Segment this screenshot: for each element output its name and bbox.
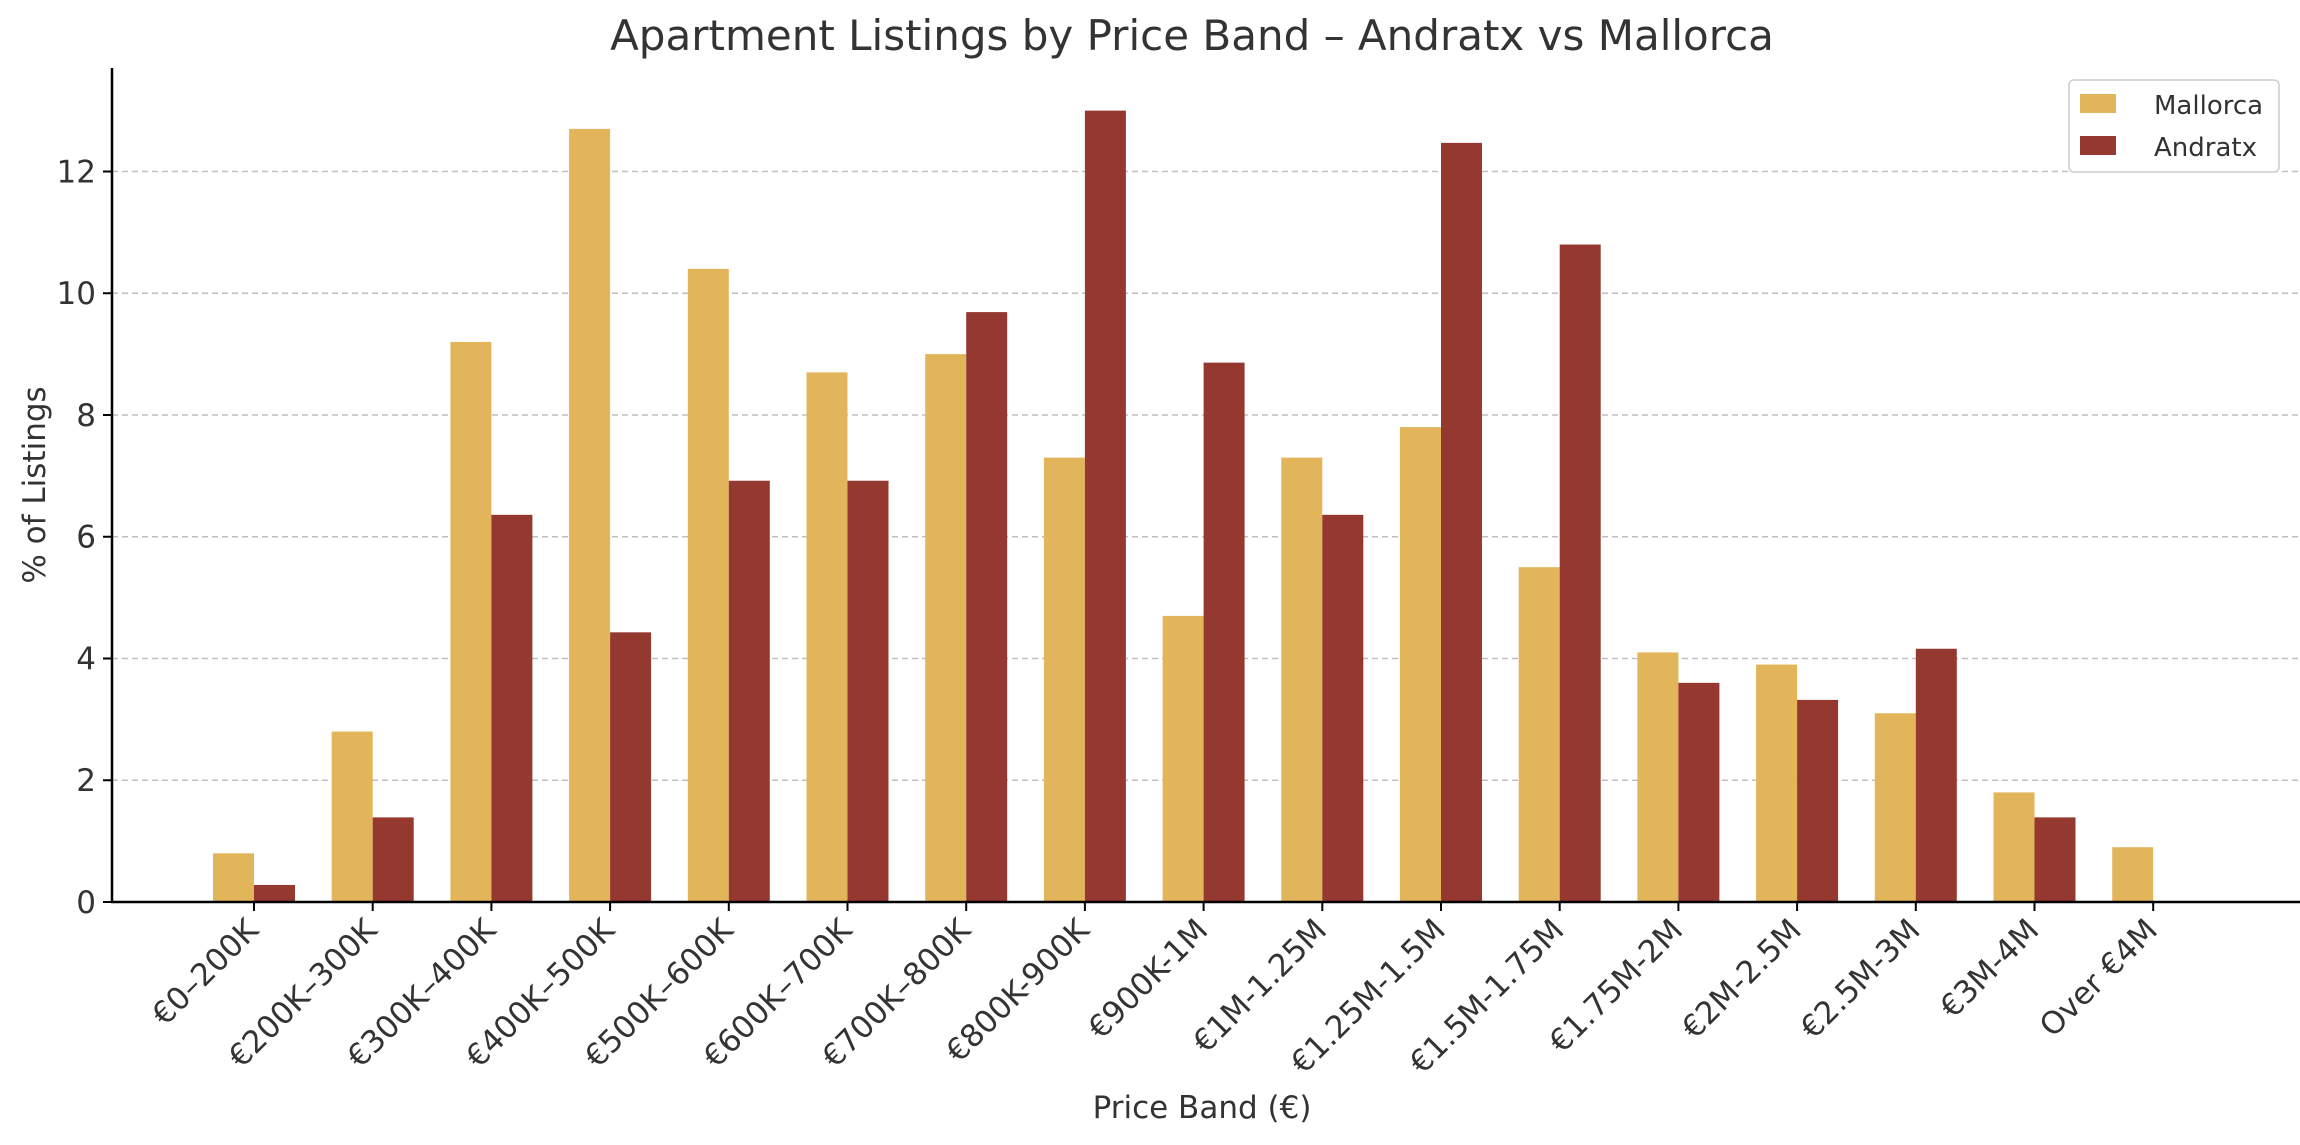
bar-andratx-14 xyxy=(1915,648,1957,902)
bars xyxy=(213,110,2154,903)
bar-mallorca-5 xyxy=(806,372,848,903)
bar-mallorca-13 xyxy=(1756,664,1798,902)
bar-andratx-0 xyxy=(254,884,295,902)
y-tick-label: 4 xyxy=(76,641,96,677)
bar-mallorca-12 xyxy=(1637,652,1679,902)
bar-andratx-15 xyxy=(2034,817,2076,902)
y-axis-label: % of Listings xyxy=(17,386,53,583)
bar-mallorca-14 xyxy=(1874,713,1916,902)
bar-andratx-10 xyxy=(1441,142,1482,902)
x-tick-label: €0–200K xyxy=(145,912,266,1033)
legend-label-andratx: Andratx xyxy=(2154,133,2257,163)
y-axis-ticks: 0 2 4 6 8 10 12 xyxy=(57,154,112,921)
bar-andratx-3 xyxy=(610,632,652,902)
legend-frame xyxy=(2068,79,2280,173)
bar-mallorca-6 xyxy=(925,354,967,902)
bar-andratx-2 xyxy=(491,514,533,902)
bar-mallorca-11 xyxy=(1518,567,1560,902)
bar-mallorca-15 xyxy=(1993,792,2035,902)
bar-mallorca-16 xyxy=(2112,847,2154,902)
bar-andratx-8 xyxy=(1203,362,1245,902)
x-axis-label: Price Band (€) xyxy=(1093,1090,1312,1126)
bar-andratx-5 xyxy=(847,480,889,902)
y-tick-label: 6 xyxy=(76,520,96,556)
bar-andratx-6 xyxy=(966,312,1008,902)
x-tick-label: €2M-2.5M xyxy=(1675,912,1809,1046)
bar-andratx-1 xyxy=(372,817,414,902)
legend: Mallorca Andratx xyxy=(2068,79,2280,173)
chart-title: Apartment Listings by Price Band – Andra… xyxy=(610,11,1774,60)
y-tick-label: 2 xyxy=(76,763,96,799)
bar-mallorca-8 xyxy=(1162,615,1204,902)
bar-mallorca-2 xyxy=(450,341,492,902)
y-tick-label: 12 xyxy=(57,154,96,190)
bar-andratx-4 xyxy=(728,480,770,902)
bar-andratx-12 xyxy=(1678,682,1720,902)
bar-mallorca-3 xyxy=(569,128,611,902)
bar-andratx-13 xyxy=(1797,699,1839,902)
y-tick-label: 10 xyxy=(57,276,96,312)
bar-mallorca-1 xyxy=(331,731,373,902)
bar-andratx-9 xyxy=(1322,514,1364,902)
legend-label-mallorca: Mallorca xyxy=(2154,91,2263,121)
x-tick-label: €2.5M-3M xyxy=(1794,912,1928,1046)
bar-mallorca-9 xyxy=(1281,457,1323,902)
x-axis-ticks: €0–200K€200K–300K€300K–400K€400K–500K€50… xyxy=(145,902,2165,1081)
x-tick-label: €3M-4M xyxy=(1933,912,2046,1025)
legend-swatch-mallorca xyxy=(2080,94,2116,113)
bar-mallorca-7 xyxy=(1043,457,1085,902)
legend-swatch-andratx xyxy=(2080,136,2116,155)
x-tick-label: Over €4M xyxy=(2033,912,2165,1044)
bar-mallorca-0 xyxy=(213,853,254,902)
bar-mallorca-4 xyxy=(687,268,729,902)
bar-andratx-7 xyxy=(1084,110,1126,902)
y-tick-label: 0 xyxy=(76,885,96,921)
y-tick-label: 8 xyxy=(76,398,96,434)
bar-mallorca-10 xyxy=(1400,427,1441,902)
bar-andratx-11 xyxy=(1559,244,1601,902)
